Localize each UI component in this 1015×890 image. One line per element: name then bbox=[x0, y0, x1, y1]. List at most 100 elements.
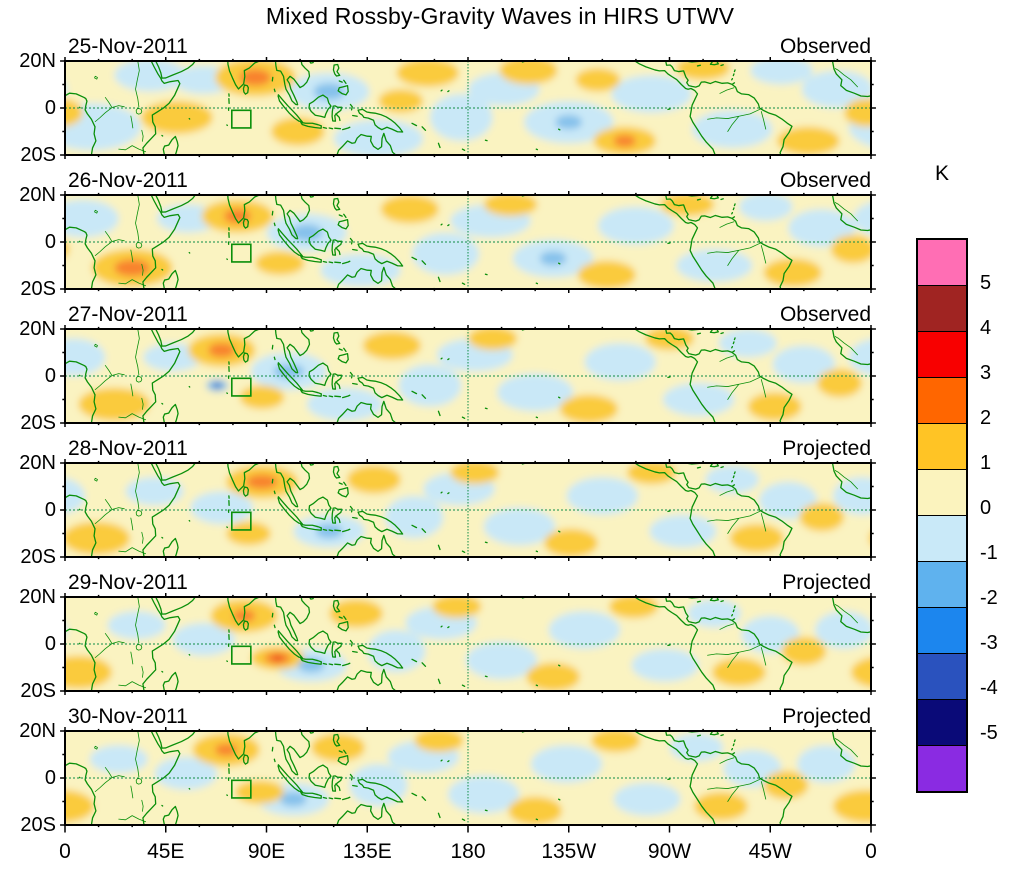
map-panel: 28-Nov-2011 Projected 20N 0 20S bbox=[0, 435, 960, 568]
panel-source-label: Observed bbox=[779, 169, 871, 192]
anomaly-blob bbox=[65, 521, 130, 555]
anomaly-blob bbox=[832, 477, 871, 515]
panel-source-label: Projected bbox=[782, 571, 871, 594]
anomaly-blob bbox=[114, 61, 186, 92]
anomaly-blob bbox=[750, 61, 813, 85]
panel-border bbox=[65, 731, 871, 825]
y-tick-label: 0 bbox=[44, 365, 56, 387]
anomaly-blob bbox=[65, 338, 106, 376]
anomaly-blob bbox=[273, 364, 305, 379]
anomaly-blob bbox=[362, 331, 421, 360]
colorbar-segment bbox=[918, 608, 966, 654]
contour-map bbox=[65, 195, 871, 289]
anomaly-blob bbox=[738, 195, 793, 221]
anomaly-blob bbox=[367, 629, 426, 673]
contour-map bbox=[65, 463, 871, 557]
colorbar-segment bbox=[918, 470, 966, 516]
y-tick-label: 20S bbox=[20, 680, 56, 702]
anomaly-blob bbox=[447, 775, 520, 814]
anomaly-blob bbox=[65, 789, 95, 823]
anomaly-blob bbox=[559, 394, 619, 423]
map-panel: 26-Nov-2011 Observed 20N 0 20S bbox=[0, 167, 960, 300]
anomaly-blob bbox=[154, 756, 218, 790]
anomaly-blob bbox=[676, 61, 730, 80]
colorbar-segment bbox=[918, 286, 966, 332]
anomaly-blob bbox=[644, 329, 695, 351]
anomaly-blob bbox=[279, 792, 307, 807]
anomaly-blob bbox=[729, 524, 784, 553]
anomaly-blob bbox=[609, 597, 659, 619]
anomaly-blob bbox=[208, 343, 236, 358]
anomaly-blob bbox=[141, 100, 213, 134]
anomaly-blob bbox=[315, 524, 343, 539]
anomaly-blob bbox=[832, 789, 871, 823]
anomaly-blob bbox=[412, 232, 480, 275]
colorbar-segment bbox=[918, 562, 966, 608]
anomaly-blob bbox=[212, 382, 222, 389]
rivers-lakes bbox=[95, 731, 858, 822]
anomaly-blob bbox=[380, 195, 439, 224]
colorbar-tick-label: 1 bbox=[980, 452, 992, 474]
rivers-lakes bbox=[95, 463, 858, 554]
coastlines bbox=[65, 195, 871, 289]
anomaly-blob bbox=[273, 655, 283, 661]
anomaly-blob bbox=[772, 345, 836, 384]
anomaly-blob bbox=[613, 135, 636, 147]
anomaly-blob bbox=[89, 745, 148, 774]
panel-source-label: Projected bbox=[782, 437, 871, 460]
region-box bbox=[232, 244, 251, 262]
anomaly-blob bbox=[65, 98, 83, 127]
panel-border bbox=[65, 329, 871, 423]
coastlines bbox=[65, 731, 871, 825]
panel-border bbox=[65, 61, 871, 155]
anomaly-blob bbox=[850, 657, 871, 688]
x-tick-label: 0 bbox=[59, 840, 71, 863]
anomaly-blob bbox=[691, 110, 773, 148]
anomaly-blob bbox=[530, 745, 603, 783]
map-panel: 27-Nov-2011 Observed 20N 0 20S bbox=[0, 301, 960, 434]
anomaly-blob bbox=[239, 385, 285, 409]
anomaly-blob bbox=[429, 93, 493, 141]
x-tick-label: 90W bbox=[647, 840, 692, 863]
x-tick-label: 45E bbox=[147, 840, 185, 863]
anomaly-blob bbox=[566, 477, 639, 515]
anomaly-blob bbox=[483, 507, 556, 546]
contour-map bbox=[65, 731, 871, 825]
colorbar-segment bbox=[918, 332, 966, 378]
map-panel: 29-Nov-2011 Projected 20N 0 20S bbox=[0, 569, 960, 702]
colorbar-tick-label: 4 bbox=[980, 317, 992, 339]
colorbar-tick-label: -2 bbox=[980, 587, 998, 609]
y-tick-label: 0 bbox=[44, 231, 56, 253]
anomaly-blob bbox=[465, 641, 538, 680]
panel-source-label: Observed bbox=[779, 35, 871, 58]
x-axis: 0 45E 90E 135E 180 135W 90W 45W 0 bbox=[0, 840, 1015, 868]
panel-date-label: 30-Nov-2011 bbox=[68, 705, 188, 728]
anomaly-blob bbox=[508, 796, 563, 825]
anomaly-blob bbox=[398, 364, 462, 407]
anomaly-blob bbox=[763, 770, 809, 800]
region-box bbox=[232, 512, 251, 530]
anomaly-blob bbox=[378, 89, 424, 113]
colorbar-tick-label: 2 bbox=[980, 407, 992, 429]
anomaly-blob bbox=[483, 195, 538, 217]
anomaly-blob bbox=[718, 329, 777, 358]
y-tick-label: 20N bbox=[19, 318, 56, 340]
colorbar-segment bbox=[918, 746, 966, 791]
anomaly-blob bbox=[396, 61, 460, 87]
colorbar-segment bbox=[918, 654, 966, 700]
y-tick-label: 20S bbox=[20, 412, 56, 434]
y-tick-label: 20N bbox=[19, 50, 56, 72]
y-tick-label: 20S bbox=[20, 278, 56, 300]
contour-map bbox=[65, 61, 871, 155]
panel-date-label: 25-Nov-2011 bbox=[68, 35, 188, 58]
anomaly-blob bbox=[450, 463, 500, 485]
colorbar-unit-label: K bbox=[934, 162, 949, 185]
panel-border bbox=[65, 195, 871, 289]
anomaly-blob bbox=[226, 521, 271, 546]
anomaly-blob bbox=[246, 474, 278, 489]
anomaly-blob bbox=[432, 597, 482, 619]
region-box bbox=[232, 646, 251, 664]
rivers-lakes bbox=[95, 195, 858, 286]
anomaly-blob bbox=[270, 117, 325, 146]
anomaly-blob bbox=[747, 392, 802, 421]
